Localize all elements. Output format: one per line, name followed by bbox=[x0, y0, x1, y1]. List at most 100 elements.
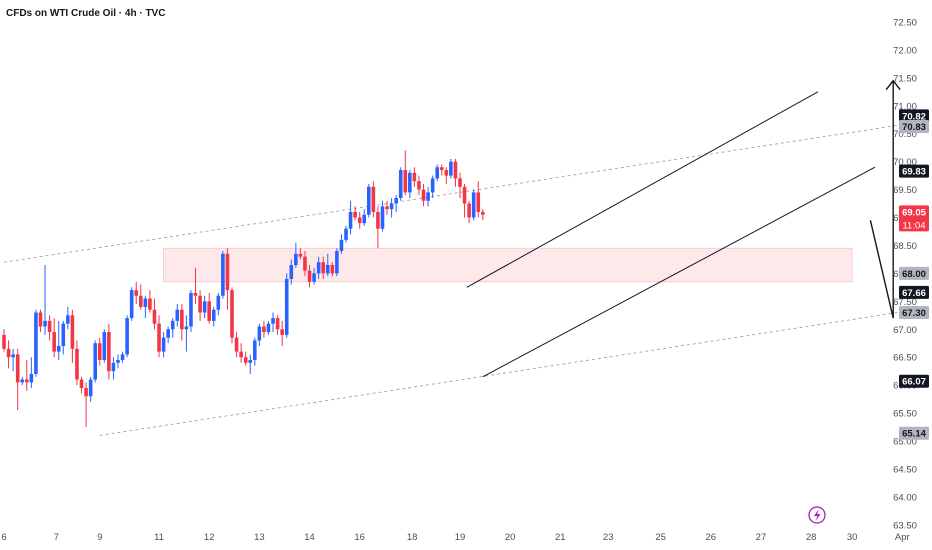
candle-body bbox=[394, 197, 398, 204]
price-label-box bbox=[899, 205, 929, 232]
price-label-box bbox=[899, 306, 929, 320]
x-tick-label: 28 bbox=[806, 532, 817, 543]
y-tick-label: 72.00 bbox=[893, 45, 917, 56]
candle-body bbox=[102, 332, 107, 360]
candle-body bbox=[125, 318, 129, 355]
candle-body bbox=[408, 172, 412, 193]
candle-body bbox=[481, 211, 485, 215]
candle-body bbox=[38, 312, 43, 327]
candle-body bbox=[243, 357, 248, 363]
candle-body bbox=[180, 309, 184, 330]
x-tick-label: 21 bbox=[555, 532, 566, 543]
candle-body bbox=[216, 295, 221, 310]
x-tick-label: 26 bbox=[706, 532, 717, 543]
candle-body bbox=[344, 228, 348, 240]
lightning-bolt bbox=[814, 509, 821, 521]
x-tick-label: 20 bbox=[505, 532, 516, 543]
candle-body bbox=[453, 161, 458, 179]
candle-body bbox=[398, 170, 403, 198]
candle-body bbox=[66, 315, 70, 324]
price-label-value: 70.83 bbox=[902, 122, 926, 133]
candle-body bbox=[435, 167, 439, 179]
candle-body bbox=[262, 326, 266, 333]
candle-body bbox=[6, 348, 11, 358]
y-tick-label: 67.50 bbox=[893, 297, 917, 308]
candle-body bbox=[376, 211, 380, 229]
candle-body bbox=[193, 292, 198, 296]
candle-body bbox=[175, 309, 180, 321]
candle-body bbox=[129, 290, 134, 319]
candle-body bbox=[61, 323, 66, 347]
candle-body bbox=[362, 214, 367, 224]
candle-body bbox=[439, 167, 444, 171]
price-label-countdown: 11:04 bbox=[902, 220, 925, 231]
candle-body bbox=[20, 379, 25, 383]
candle-body bbox=[294, 253, 298, 266]
y-tick-label: 65.50 bbox=[893, 409, 917, 420]
candle-body bbox=[289, 265, 294, 279]
candle-body bbox=[303, 256, 307, 271]
price-label-value: 65.14 bbox=[902, 429, 926, 440]
dashed-trendline-0 bbox=[3, 124, 898, 263]
candle-body bbox=[266, 323, 271, 333]
arrow-up-head bbox=[885, 79, 901, 91]
candle-body bbox=[47, 320, 52, 333]
price-label-box bbox=[899, 285, 929, 299]
candle-body bbox=[371, 186, 376, 212]
candle-body bbox=[412, 172, 417, 182]
candle-body bbox=[316, 262, 321, 274]
x-tick-label: 19 bbox=[455, 532, 466, 543]
candle-body bbox=[312, 273, 316, 282]
dashed-trendline-1 bbox=[99, 312, 898, 436]
candle-body bbox=[271, 318, 275, 324]
candle-body bbox=[2, 334, 6, 349]
x-tick-label: 25 bbox=[655, 532, 666, 543]
candle-body bbox=[93, 343, 97, 380]
x-tick-label: 12 bbox=[204, 532, 215, 543]
candle-body bbox=[430, 178, 435, 193]
x-tick-label: 18 bbox=[407, 532, 418, 543]
candle-body bbox=[444, 170, 449, 176]
candle-body bbox=[56, 346, 61, 352]
candle-body bbox=[107, 332, 111, 372]
candle-body bbox=[462, 186, 467, 204]
x-tick-label: 23 bbox=[603, 532, 614, 543]
candle-body bbox=[389, 203, 394, 210]
candle-body bbox=[330, 265, 335, 274]
candle-body bbox=[239, 351, 243, 358]
candle-body bbox=[253, 340, 257, 360]
price-label-box bbox=[899, 164, 929, 178]
lightning-circle bbox=[808, 506, 826, 524]
candle-body bbox=[70, 315, 75, 349]
candle-body bbox=[189, 292, 193, 327]
candle-body bbox=[161, 337, 166, 352]
candle-body bbox=[426, 192, 430, 201]
arrow-down-line bbox=[869, 220, 894, 319]
candle-body bbox=[275, 318, 280, 330]
candle-body bbox=[116, 360, 120, 363]
candle-body bbox=[111, 362, 116, 372]
y-tick-label: 64.50 bbox=[893, 464, 917, 475]
x-tick-label: Apr bbox=[895, 532, 910, 543]
candle-body bbox=[202, 301, 207, 313]
candle-body bbox=[25, 379, 29, 383]
candle-body bbox=[120, 354, 125, 360]
channel-lines bbox=[466, 91, 876, 378]
candle-body bbox=[170, 320, 175, 330]
x-tick-label: 27 bbox=[756, 532, 767, 543]
candle-body bbox=[367, 186, 371, 215]
candle-body bbox=[88, 379, 93, 397]
candle-body bbox=[198, 295, 202, 313]
candle-body bbox=[221, 253, 225, 296]
y-tick-label: 68.50 bbox=[893, 241, 917, 252]
lightning-bolt-icon[interactable] bbox=[808, 506, 826, 524]
y-tick-label: 67.00 bbox=[893, 325, 917, 336]
candle-body bbox=[248, 360, 253, 363]
candle-body bbox=[335, 251, 339, 274]
candle-body bbox=[284, 278, 289, 335]
y-tick-label: 65.00 bbox=[893, 437, 917, 448]
price-label-box bbox=[899, 119, 929, 133]
candle-body bbox=[339, 239, 344, 252]
